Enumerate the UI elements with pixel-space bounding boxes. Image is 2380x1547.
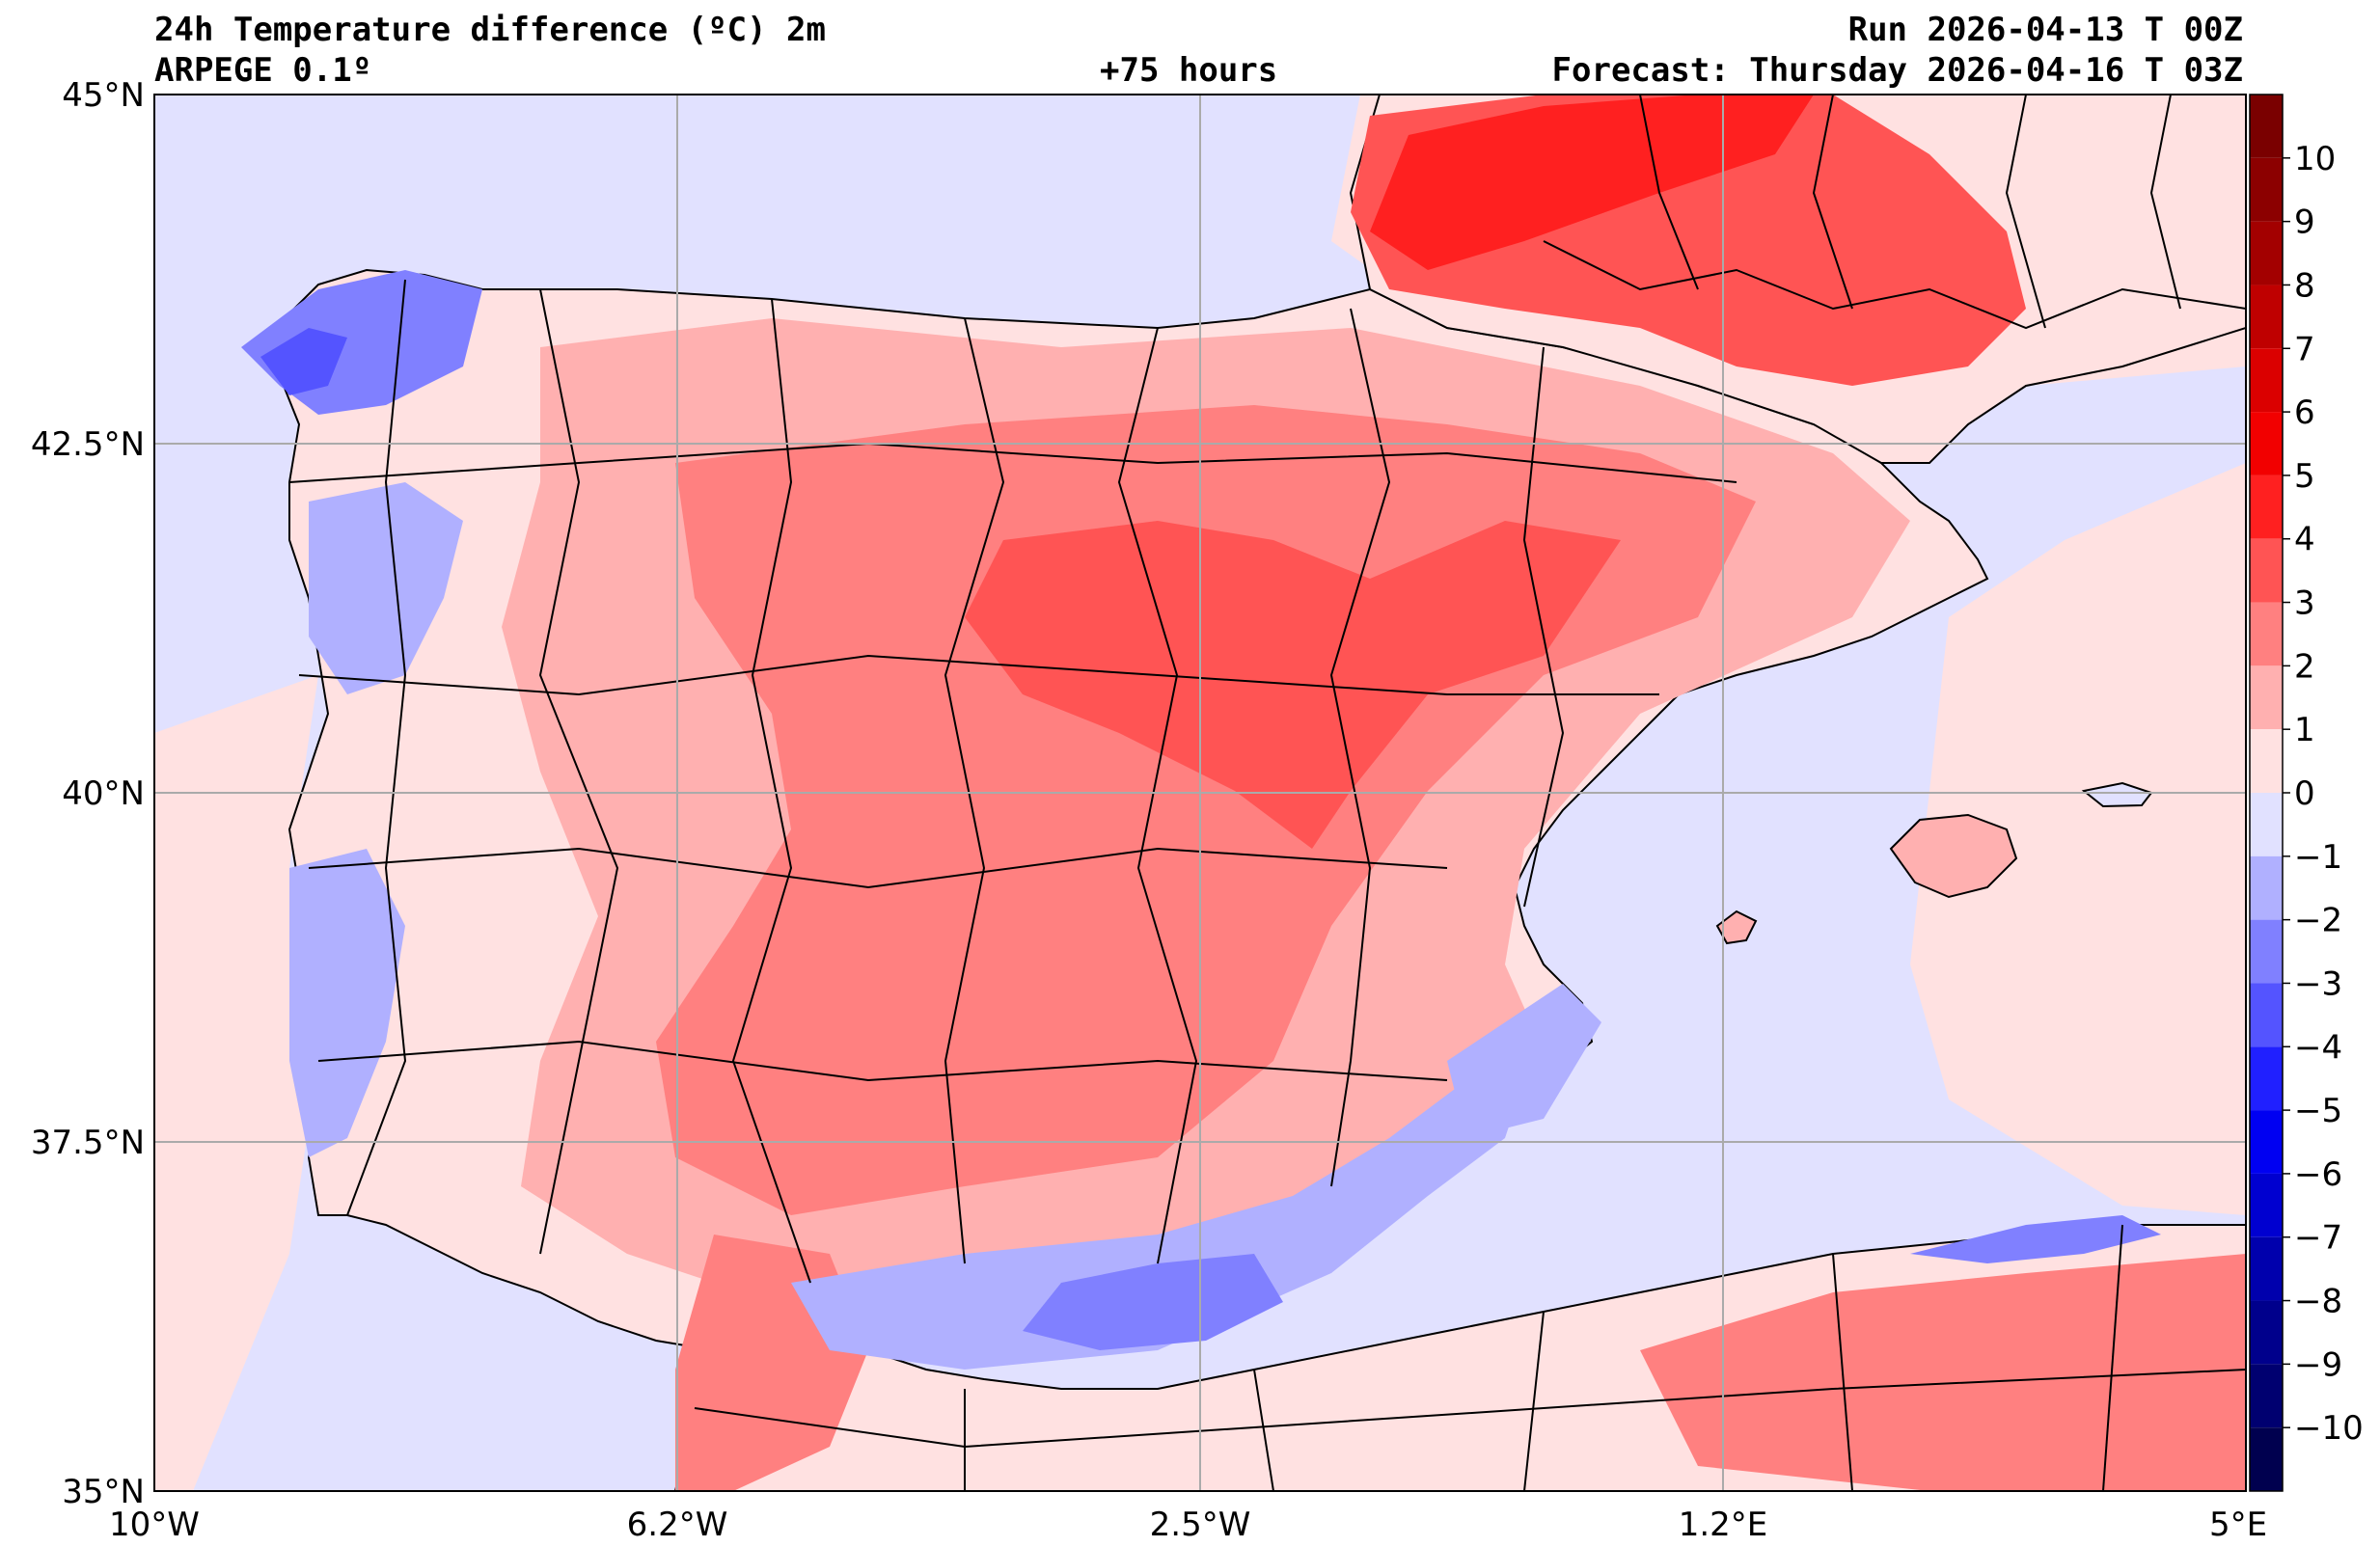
colorbar-bin-1 xyxy=(2250,157,2283,222)
colorbar-label: 3 xyxy=(2294,584,2315,623)
colorbar xyxy=(2249,94,2284,1492)
colorbar-bin-12 xyxy=(2250,855,2283,920)
colorbar-bin-16 xyxy=(2250,1110,2283,1174)
map-plot-area xyxy=(154,95,2246,1491)
colorbar-label: 8 xyxy=(2294,266,2315,305)
colorbar-bin-2 xyxy=(2250,221,2283,285)
cool-patch-med xyxy=(1447,984,1601,1138)
run-time: Run 2026-04-13 T 00Z xyxy=(1847,11,2243,49)
cool-patch-alboran-core xyxy=(1023,1254,1283,1350)
cool-patch-portugal-n xyxy=(309,482,463,694)
colorbar-bin-15 xyxy=(2250,1046,2283,1111)
lon-label-1-2e: 1.2°E xyxy=(1679,1506,1768,1544)
colorbar-label: −8 xyxy=(2294,1283,2342,1321)
lat-label-37-5: 37.5°N xyxy=(31,1124,145,1162)
colorbar-label: 1 xyxy=(2294,711,2315,749)
colorbar-bin-9 xyxy=(2250,665,2283,730)
colorbar-label: 6 xyxy=(2294,394,2315,432)
colorbar-label: −3 xyxy=(2294,964,2342,1003)
map-frame xyxy=(153,94,2247,1492)
gridlines xyxy=(154,95,2246,1491)
colorbar-label: 4 xyxy=(2294,521,2315,559)
lat-label-35: 35°N xyxy=(62,1473,145,1511)
colorbar-bin-6 xyxy=(2250,475,2283,539)
cool-patch-alboran xyxy=(791,1022,1544,1370)
colorbar-label: 10 xyxy=(2294,140,2336,178)
lat-axis: 45°N 42.5°N 40°N 37.5°N 35°N xyxy=(31,76,145,1511)
mallorca xyxy=(1889,813,2018,899)
menorca xyxy=(2081,781,2153,808)
lon-label-6-2w: 6.2°W xyxy=(627,1506,728,1544)
colorbar-bin-8 xyxy=(2250,602,2283,666)
cool-patch-algeria xyxy=(1910,1215,2161,1263)
colorbar-bin-3 xyxy=(2250,285,2283,349)
lat-label-45: 45°N xyxy=(62,76,145,115)
ibiza xyxy=(1715,909,1758,945)
colorbar-bin-20 xyxy=(2250,1364,2283,1428)
colorbar-bin-4 xyxy=(2250,348,2283,413)
lat-label-42-5: 42.5°N xyxy=(31,425,145,464)
warm-patch-5 xyxy=(1370,95,1814,270)
lead-time: +75 hours xyxy=(1100,51,1278,90)
map-title: 24h Temperature difference (ºC) 2m xyxy=(154,11,826,49)
model-name: ARPEGE 0.1º xyxy=(154,51,372,90)
forecast-time: Forecast: Thursday 2026-04-16 T 03Z xyxy=(1551,51,2243,90)
sea-warm-med-east xyxy=(1910,463,2246,1215)
colorbar-label: 9 xyxy=(2294,204,2315,242)
colorbar-label: 0 xyxy=(2294,774,2315,813)
sea-warm-atlantic xyxy=(154,675,318,1491)
colorbar-bin-19 xyxy=(2250,1300,2283,1365)
colorbar-bin-10 xyxy=(2250,729,2283,793)
colorbar-label: −7 xyxy=(2294,1219,2342,1258)
colorbar-label: −5 xyxy=(2294,1092,2342,1130)
colorbar-label: 2 xyxy=(2294,647,2315,686)
colorbar-label: −2 xyxy=(2294,902,2342,940)
colorbar-label: −9 xyxy=(2294,1345,2342,1384)
admin-borders xyxy=(288,95,2246,1491)
cool-patch-portugal-s xyxy=(289,849,405,1157)
colorbar-bin-21 xyxy=(2250,1427,2283,1491)
colorbar-bin-17 xyxy=(2250,1173,2283,1237)
colorbar-label: 5 xyxy=(2294,457,2315,496)
colorbar-bin-13 xyxy=(2250,919,2283,984)
colorbar-bin-14 xyxy=(2250,983,2283,1047)
lon-label-5e: 5°E xyxy=(2209,1506,2267,1544)
warm-patch-7 xyxy=(1640,1254,2246,1491)
colorbar-label: −1 xyxy=(2294,838,2342,877)
colorbar-label: −4 xyxy=(2294,1028,2342,1067)
lon-label-2-5w: 2.5°W xyxy=(1150,1506,1251,1544)
colorbar-bin-0 xyxy=(2250,95,2283,158)
colorbar-label: −10 xyxy=(2294,1409,2364,1448)
lon-axis: 10°W 6.2°W 2.5°W 1.2°E 5°E xyxy=(109,1506,2267,1544)
colorbar-bin-18 xyxy=(2250,1236,2283,1301)
colorbar-bin-5 xyxy=(2250,412,2283,475)
colorbar-bin-7 xyxy=(2250,538,2283,603)
colorbar-label: 7 xyxy=(2294,330,2315,368)
cool-patch-galicia-core xyxy=(260,328,347,395)
lon-label-10w: 10°W xyxy=(109,1506,200,1544)
colorbar-label: −6 xyxy=(2294,1155,2342,1194)
lat-label-40: 40°N xyxy=(62,774,145,813)
colorbar-bin-11 xyxy=(2250,793,2283,856)
